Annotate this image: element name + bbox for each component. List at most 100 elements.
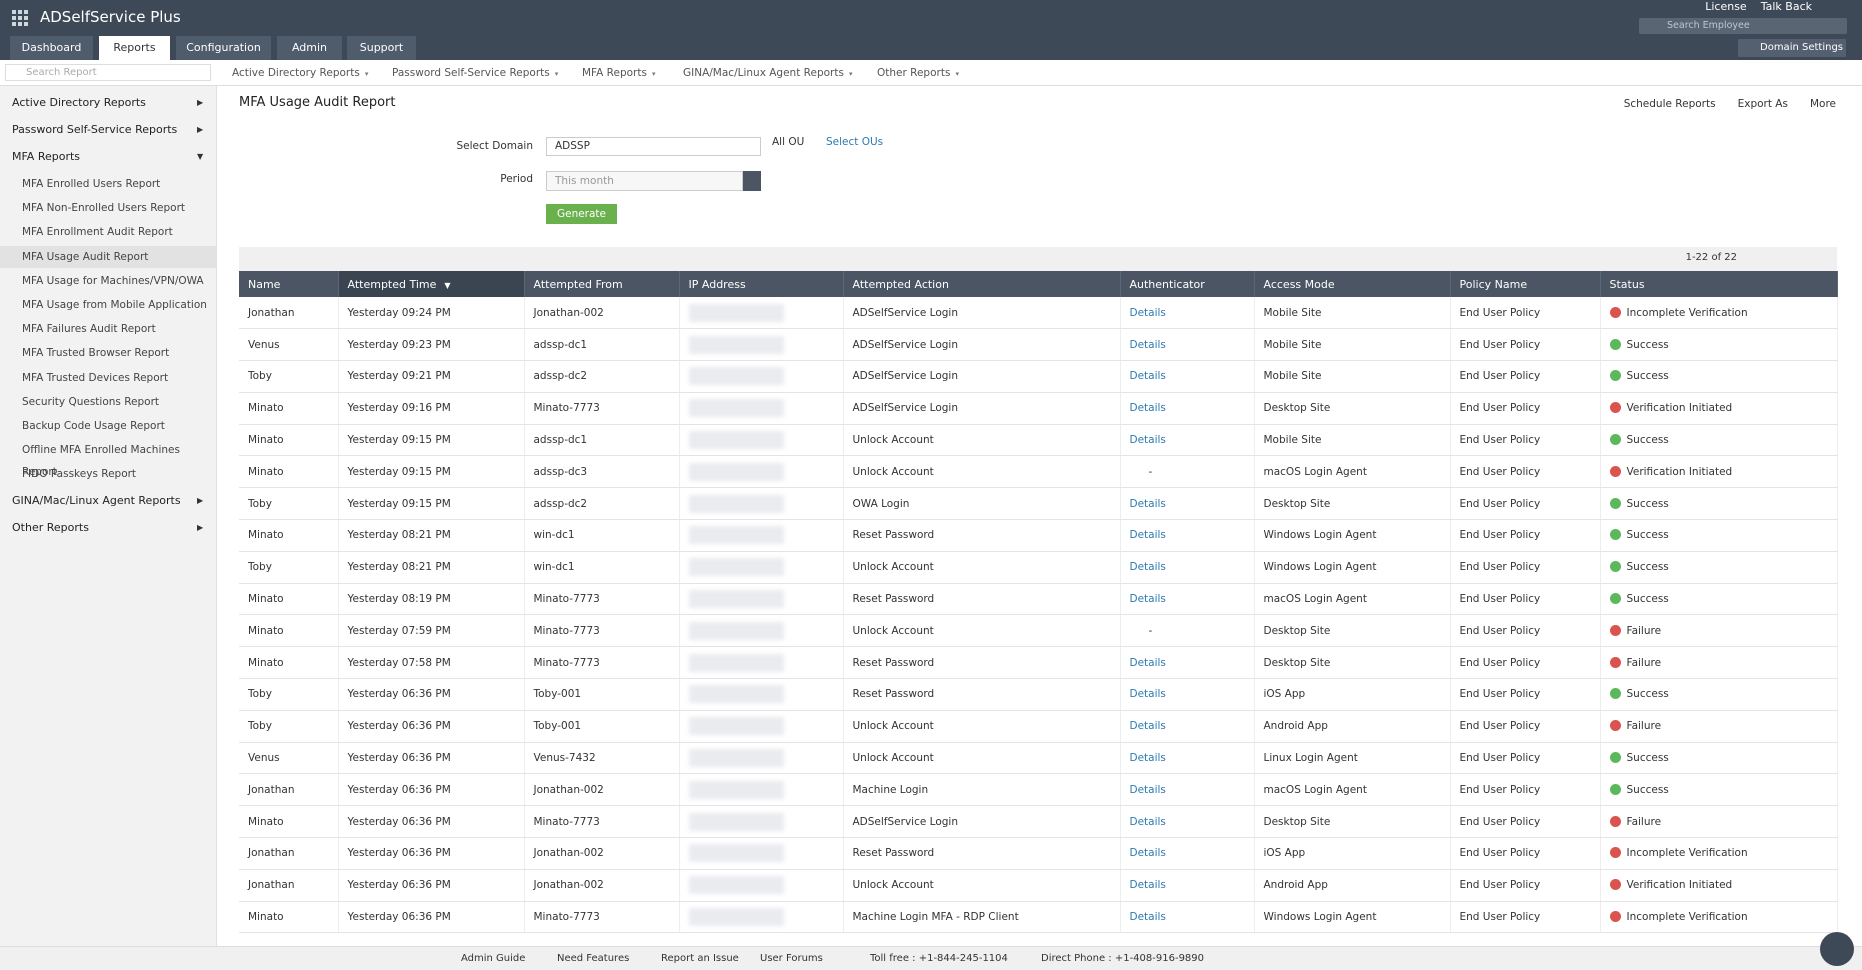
status-text: Success (1626, 529, 1669, 542)
chat-button[interactable] (1820, 932, 1854, 966)
report-menu[interactable]: Active Directory Reports ▾ (232, 67, 369, 79)
column-header[interactable]: Attempted Time ▼ (338, 271, 525, 297)
table-cell[interactable]: - (1120, 614, 1255, 648)
sidebar-item[interactable]: MFA Trusted Devices Report (22, 371, 169, 384)
report-menu[interactable]: GINA/Mac/Linux Agent Reports ▾ (683, 67, 853, 79)
table-cell[interactable]: Details (1120, 424, 1255, 457)
column-header[interactable]: IP Address (679, 271, 844, 297)
table-cell[interactable]: Details (1120, 773, 1255, 807)
nav-tab[interactable]: Support (347, 36, 416, 60)
footer-link[interactable]: Direct Phone : +1-408-916-9890 (1041, 953, 1205, 964)
domain-select[interactable]: ADSSP (546, 137, 761, 156)
ip-cell (679, 742, 844, 775)
sidebar-item[interactable]: Security Questions Report (22, 395, 160, 408)
period-input[interactable]: This month (546, 171, 743, 191)
sidebar-section[interactable]: Other Reports (12, 520, 89, 534)
table-cell[interactable]: Details (1120, 487, 1255, 521)
sidebar-item[interactable]: MFA Enrollment Audit Report (22, 226, 173, 239)
table-cell[interactable]: Details (1120, 678, 1255, 711)
column-header[interactable]: Status (1600, 271, 1838, 297)
table-cell[interactable]: Details (1120, 519, 1255, 552)
table-cell: Minato (239, 519, 339, 552)
status-icon (1609, 752, 1621, 764)
footer-link[interactable]: Admin Guide (461, 953, 526, 964)
table-cell: Minato (239, 583, 339, 616)
report-action[interactable]: Export As (1737, 98, 1788, 110)
table-cell[interactable]: Details (1120, 646, 1255, 680)
table-cell[interactable]: Details (1120, 869, 1255, 902)
redacted-ip (688, 717, 784, 736)
table-cell: Windows Login Agent (1254, 551, 1451, 584)
column-header[interactable]: Authenticator (1120, 271, 1255, 297)
table-cell[interactable]: Details (1120, 360, 1255, 393)
domain-settings-button[interactable]: Domain Settings (1738, 39, 1846, 57)
table-cell[interactable]: Details (1120, 551, 1255, 584)
header-bar: ADSelfService Plus License Talk Back Sear… (0, 0, 1862, 60)
sidebar-item[interactable]: MFA Usage for Machines/VPN/OWA (22, 274, 204, 287)
sidebar-item[interactable]: MFA Enrolled Users Report (22, 178, 161, 190)
footer-link[interactable]: Report an Issue (661, 953, 739, 964)
sidebar-item[interactable]: Backup Code Usage Report (22, 420, 165, 432)
table-row: Jonathan Yesterday 06:36 PM Jonathan-002 Ma… (239, 773, 1838, 807)
nav-tab[interactable]: Dashboard (10, 36, 93, 60)
nav-tab[interactable]: Admin (277, 36, 342, 60)
calendar-button[interactable] (743, 171, 761, 191)
column-header[interactable]: Policy Name (1450, 271, 1601, 297)
generate-button[interactable]: Generate (546, 204, 617, 224)
table-cell[interactable]: Details (1120, 328, 1255, 362)
sidebar-item[interactable]: MFA Trusted Browser Report (22, 347, 170, 360)
report-action[interactable]: Schedule Reports (1623, 98, 1716, 110)
table-cell[interactable]: Details (1120, 805, 1255, 839)
select-ous-link[interactable]: Select OUs (826, 136, 884, 148)
footer-link[interactable]: Need Features (557, 953, 630, 964)
report-menu[interactable]: Password Self-Service Reports ▾ (392, 67, 559, 79)
redacted-ip (688, 367, 784, 386)
column-header[interactable]: Access Mode (1254, 271, 1451, 297)
sidebar-section[interactable]: Password Self-Service Reports (12, 123, 178, 136)
table-cell[interactable]: Details (1120, 742, 1255, 775)
report-action[interactable]: More (1809, 98, 1836, 110)
column-header[interactable]: Attempted Action (843, 271, 1121, 297)
top-link[interactable]: License (1705, 0, 1747, 13)
nav-tab[interactable]: Reports (99, 36, 170, 60)
sidebar-item[interactable]: MFA Usage from Mobile Application (22, 299, 207, 311)
sidebar-section[interactable]: Active Directory Reports (12, 96, 146, 109)
dropdown-caret: ▾ (955, 70, 959, 78)
footer-link[interactable]: User Forums (760, 953, 823, 964)
expand-arrow: ▶ (197, 98, 204, 107)
column-header[interactable]: Attempted From (524, 271, 680, 297)
dropdown-caret: ▾ (554, 70, 559, 78)
apps-icon[interactable] (12, 10, 28, 26)
table-cell[interactable]: Details (1120, 710, 1255, 743)
sidebar-section[interactable]: GINA/Mac/Linux Agent Reports (12, 493, 181, 507)
ip-cell (679, 614, 844, 648)
column-header[interactable]: Name (239, 271, 339, 297)
table-cell[interactable]: Details (1120, 837, 1255, 870)
table-cell[interactable]: - (1120, 455, 1255, 489)
table-cell: Yesterday 06:36 PM (338, 773, 525, 807)
table-cell: Toby (239, 551, 339, 584)
report-menu[interactable]: Other Reports ▾ (877, 67, 959, 79)
sidebar-item[interactable]: MFA Failures Audit Report (22, 323, 156, 336)
report-search[interactable]: Search Report (5, 64, 211, 81)
status-text: Failure (1626, 656, 1662, 669)
sidebar-section[interactable]: MFA Reports (12, 150, 81, 163)
sidebar-item[interactable]: FIDO Passkeys Report (22, 468, 137, 481)
pager[interactable]: 1-22 of 22 (1685, 252, 1737, 263)
employee-search[interactable]: Search Employee (1639, 18, 1847, 34)
table-cell: Machine Login (843, 773, 1121, 807)
nav-tab[interactable]: Configuration (176, 36, 271, 60)
top-link[interactable]: Talk Back (1760, 0, 1812, 13)
report-menu[interactable]: MFA Reports ▾ (582, 67, 656, 79)
table-cell[interactable]: Details (1120, 297, 1255, 330)
sidebar-item[interactable]: MFA Non-Enrolled Users Report (22, 202, 186, 215)
ip-cell (679, 424, 844, 457)
footer-link[interactable]: Toll free : +1-844-245-1104 (870, 953, 1008, 964)
table-cell[interactable]: Details (1120, 901, 1255, 934)
table-row: Toby Yesterday 09:21 PM adssp-dc2 ADSelfSer… (239, 360, 1838, 393)
table-cell[interactable]: Details (1120, 583, 1255, 616)
sidebar-item[interactable]: MFA Usage Audit Report (0, 245, 216, 268)
table-cell[interactable]: Details (1120, 392, 1255, 425)
sidebar-item[interactable]: Offline MFA Enrolled Machines Report (22, 444, 180, 479)
ip-cell (679, 805, 844, 839)
